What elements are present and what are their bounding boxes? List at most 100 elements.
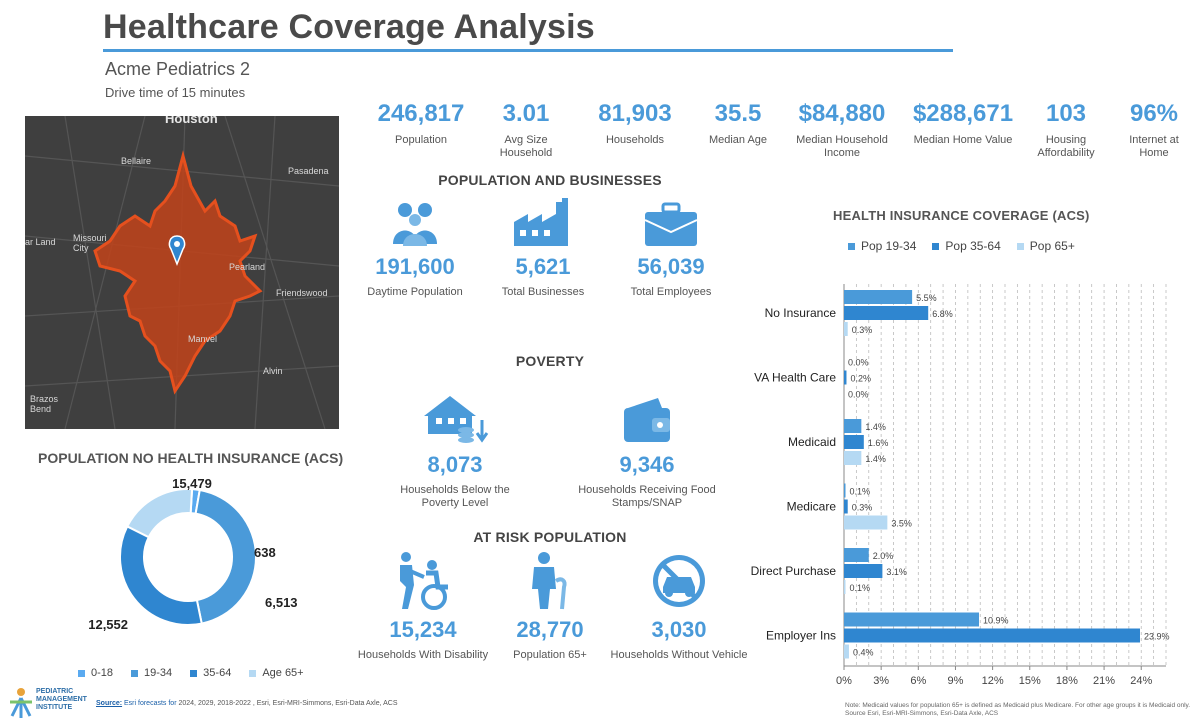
kpi-internet-at-home: 96% Internet at Home [1118, 100, 1190, 160]
stat-daytime-population: 191,600 Daytime Population [345, 192, 485, 299]
stat-label: Population 65+ [513, 649, 587, 661]
stat-value: 15,234 [389, 617, 457, 642]
stat-households-below-poverty: 8,073 Households Below the Poverty Level [385, 390, 525, 510]
map-graphic [25, 116, 339, 429]
legend-item-pop-35-64: Pop 35-64 [932, 239, 1001, 253]
map-pin-icon [168, 235, 186, 267]
legend-item-pop-19-34: Pop 19-34 [848, 239, 916, 253]
bar-no-insurance-pop-65 [844, 322, 848, 336]
house-coins-icon [385, 390, 525, 446]
kpi-label: Median Home Value [913, 134, 1013, 146]
donut-slice-age-65 [125, 488, 194, 539]
bar-value-label: 2.0% [873, 551, 894, 561]
map-label-pearland: Pearland [229, 262, 266, 272]
bar-value-label: 5.5% [916, 293, 937, 303]
logo: PEDIATRIC MANAGEMENT INSTITUTE [6, 686, 96, 722]
map-label-pasadena: Pasadena [288, 166, 329, 176]
bar-value-label: 1.6% [868, 438, 889, 448]
map-label-manvel: Manvel [188, 334, 218, 344]
section-title-at-risk: AT RISK POPULATION [473, 529, 627, 545]
factory-icon [473, 192, 613, 248]
kpi-value: 96% [1129, 100, 1179, 127]
bar-value-label: 10.9% [983, 616, 1009, 626]
kpi-value: 3.01 [502, 100, 550, 127]
stat-value: 3,030 [651, 617, 707, 642]
source-link[interactable]: Source: [96, 700, 123, 707]
category-label-medicare: Medicare [787, 500, 837, 514]
legend-label: Age 65+ [262, 667, 304, 679]
source-highlight: Esri forecasts for [124, 700, 177, 707]
bar-employer-ins-pop-65 [844, 644, 849, 659]
bar-chart: 0% 3% 6% 9% 12% 15% 18% 21% 24% No Insurance 5.5% 6… [751, 284, 1170, 687]
kpi-housing-affordability: 103 Housing Affordability [1030, 100, 1102, 160]
x-tick-label: 24% [1130, 675, 1152, 687]
legend-item-19-34: 19-34 [131, 667, 172, 679]
bar-value-label: 0.3% [852, 503, 873, 513]
map-label-sugar-land: ar Land [25, 237, 56, 247]
stat-households-without-vehicle: 3,030 Households Without Vehicle [609, 555, 749, 662]
elder-icon [480, 552, 620, 611]
map-label-houston: Houston [165, 116, 218, 126]
x-tick-label: 21% [1093, 675, 1115, 687]
bar-direct-purchase-pop-35-64 [844, 564, 883, 578]
kpi-label: Avg Size Household [499, 134, 553, 159]
stat-value: 5,621 [515, 254, 571, 279]
stat-value: 28,770 [516, 617, 584, 642]
stat-label: Households Receiving Food Stamps/SNAP [578, 484, 716, 509]
bar-value-label: 0.4% [853, 648, 874, 658]
legend-label: Pop 19-34 [861, 239, 917, 253]
category-label-medicaid: Medicaid [788, 435, 836, 449]
drive-time: Drive time of 15 minutes [105, 85, 246, 100]
bar-value-label: 6.8% [932, 309, 953, 319]
logo-line-3: INSTITUTE [36, 704, 73, 711]
bar-direct-purchase-pop-19-34 [844, 548, 869, 562]
chart-note: Note: Medicaid values for population 65+… [845, 702, 1191, 717]
x-tick-label: 0% [836, 675, 852, 687]
kpi-label: Median Household Income [796, 134, 888, 159]
kpi-median-household-income: $84,880 Median Household Income [786, 100, 898, 160]
kpi-avg-household-size: 3.01 Avg Size Household [490, 100, 562, 160]
wheelchair-icon [353, 552, 493, 611]
bar-value-label: 23.9% [1144, 632, 1170, 642]
donut-label-35-64: 12,552 [88, 617, 128, 632]
logo-line-2: MANAGEMENT [36, 696, 87, 703]
bar-value-label: 0.3% [852, 325, 873, 335]
bar-employer-ins-pop-19-34 [844, 612, 979, 627]
source-footer: Source: Esri forecasts for 2024, 2029, 2… [96, 700, 398, 707]
legend-swatch [131, 669, 139, 677]
donut-label-0-18: 638 [254, 545, 276, 560]
bar-value-label: 0.0% [848, 358, 869, 368]
bar-medicaid-pop-19-34 [844, 419, 862, 433]
stat-label: Daytime Population [367, 286, 463, 298]
source-text: 2024, 2029, 2018-2022 , Esri, Esri-MRI-S… [176, 700, 398, 707]
x-tick-label: 6% [910, 675, 926, 687]
bar-no-insurance-pop-19-34 [844, 290, 913, 304]
section-title-pop-business: POPULATION AND BUSINESSES [438, 172, 662, 188]
x-tick-label: 3% [873, 675, 889, 687]
stat-households-food-stamps: 9,346 Households Receiving Food Stamps/S… [577, 390, 717, 510]
stat-value: 9,346 [619, 452, 675, 477]
bar-direct-purchase-pop-65 [844, 580, 846, 594]
stat-label: Households With Disability [357, 649, 489, 661]
bar-value-label: 1.4% [865, 422, 886, 432]
logo-mark-icon [10, 688, 32, 718]
map-label-friendswood: Friendswood [276, 288, 328, 298]
trade-area-map[interactable]: Houston Bellaire Pasadena Missouri City … [25, 116, 339, 429]
category-label-no-insurance: No Insurance [765, 306, 837, 320]
bar-value-label: 3.1% [886, 567, 907, 577]
page-title: Healthcare Coverage Analysis [103, 8, 595, 46]
legend-swatch [1016, 242, 1024, 250]
bar-medicare-pop-19-34 [844, 483, 846, 498]
bar-employer-ins-pop-35-64 [844, 628, 1140, 643]
donut-slice-19-34 [194, 488, 257, 625]
legend-label: 0-18 [91, 667, 114, 679]
donut-legend: 0-18 19-34 35-64 Age 65+ [78, 667, 304, 679]
kpi-label: Housing Affordability [1037, 134, 1095, 159]
stat-label: Households Without Vehicle [610, 649, 748, 661]
bar-value-label: 0.0% [848, 390, 869, 400]
no-car-icon [609, 555, 749, 611]
category-label-direct-purchase: Direct Purchase [751, 564, 837, 578]
kpi-value: $288,671 [912, 100, 1014, 127]
stat-total-employees: 56,039 Total Employees [601, 192, 741, 299]
logo-line-1: PEDIATRIC [36, 688, 74, 695]
